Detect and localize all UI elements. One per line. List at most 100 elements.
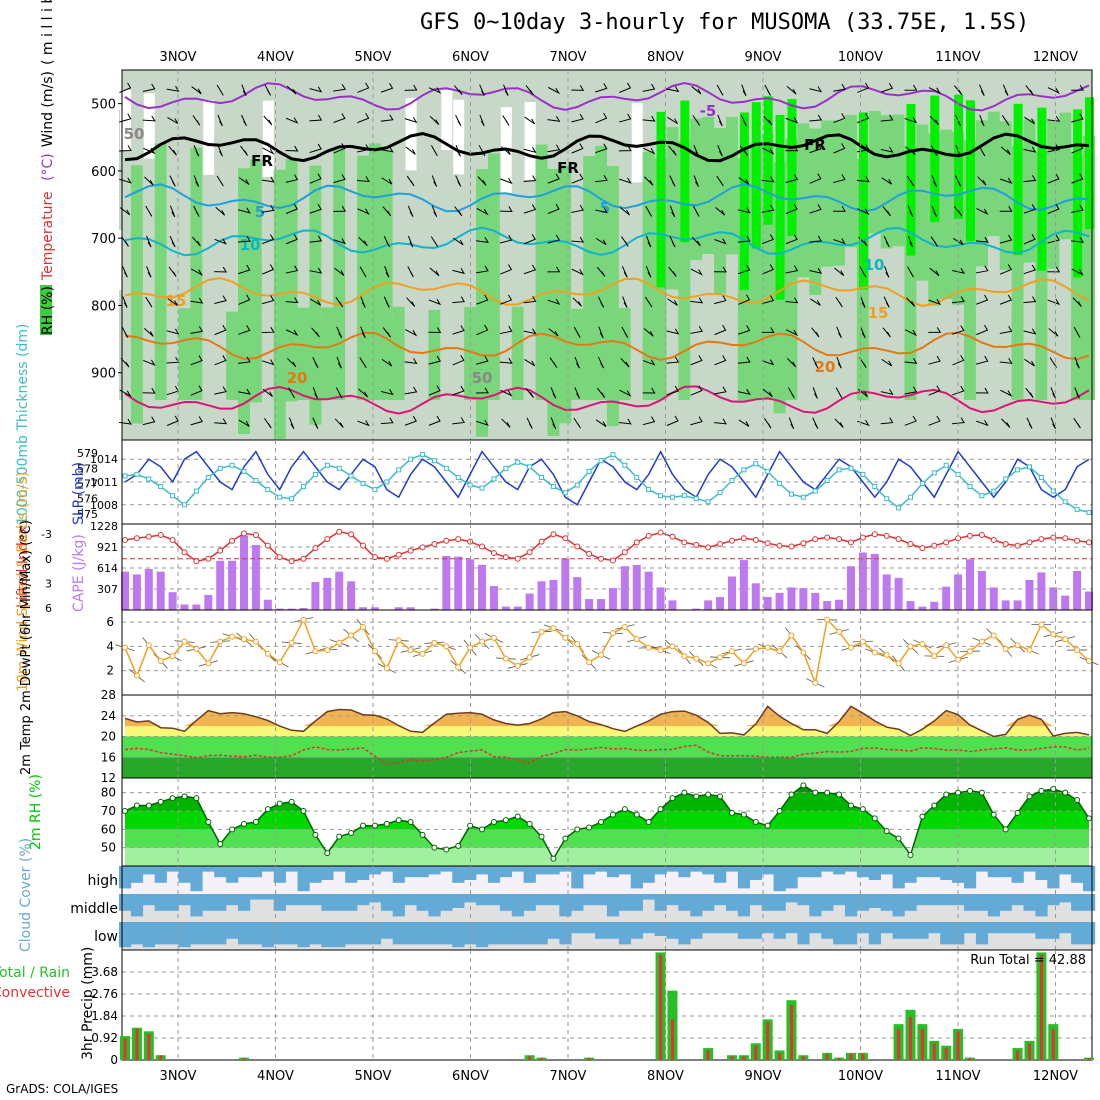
precip-conv-bar: [968, 1058, 972, 1060]
rh2m-line-point: [467, 822, 474, 829]
wind-barb: [523, 204, 537, 214]
cape-bar: [1073, 571, 1082, 610]
wind-barb: [263, 417, 272, 429]
cloud-bar: [1083, 922, 1096, 945]
wind10m-line-point: [966, 648, 973, 655]
cloud-bar: [309, 922, 322, 945]
wind-barb: [118, 145, 132, 152]
wind-barb: [499, 234, 513, 244]
wind-barb: [333, 205, 347, 212]
wind-barb: [261, 176, 275, 183]
cloud-bar: [202, 894, 215, 911]
rh-band: [190, 315, 203, 400]
isotherm-15: [124, 277, 1090, 307]
cloud-bar: [797, 866, 810, 878]
li-line-point: [669, 533, 676, 540]
contour-label: 10: [864, 256, 885, 274]
wind-barb: [1002, 84, 1009, 96]
cape-bar: [894, 577, 903, 610]
wind-barb: [668, 266, 677, 277]
cape-bar: [1013, 600, 1022, 610]
cloud-bar: [916, 894, 929, 906]
rh-band: [773, 324, 786, 400]
li-line-point: [1026, 539, 1033, 546]
wind-barb: [975, 236, 989, 243]
pressure-tick-label: 600: [91, 165, 116, 180]
cloud-bar: [1011, 894, 1024, 906]
rh2m-line-point: [383, 820, 390, 827]
wind10m-line-point: [479, 638, 486, 645]
wind-barb: [618, 177, 632, 184]
cloud-bar: [975, 866, 989, 872]
cape-bar: [1061, 595, 1070, 610]
wind-barb: [217, 144, 223, 157]
rh-band: [345, 129, 358, 298]
wind-barb: [692, 115, 701, 126]
precip-conv-bar: [789, 1005, 793, 1060]
thickness-line-point: [610, 452, 616, 458]
wind-barb: [261, 326, 275, 334]
rh-band: [476, 329, 489, 400]
rh-band: [906, 103, 916, 256]
thickness-line-point: [907, 494, 913, 500]
contour-label: 5: [255, 203, 265, 221]
cape-bar: [930, 601, 939, 610]
rh2m-line-point: [431, 844, 438, 851]
wind-barb: [190, 268, 204, 277]
wind-barb: [264, 84, 272, 96]
rh2m-ylabel: 2m RH (%): [28, 774, 44, 850]
wind-barbs: [118, 82, 1085, 430]
cloud-bar: [297, 894, 310, 906]
cloud-bar: [999, 922, 1012, 934]
temp-tick-label: 16: [101, 750, 116, 764]
cape-bar: [811, 592, 820, 610]
cloud-bar: [392, 866, 405, 883]
cloud-bar: [773, 894, 786, 911]
cloud-bar: [963, 922, 977, 934]
rh2m-line-point: [205, 819, 212, 825]
wind-barb: [619, 207, 630, 216]
wind-barb: [785, 203, 798, 215]
cloud-bar: [821, 866, 834, 872]
li-line-point: [895, 536, 902, 543]
wind10m-line-point: [657, 647, 664, 654]
precip-conv-bar: [587, 1058, 591, 1060]
wind-barb: [431, 175, 438, 187]
cloud-bar: [833, 894, 846, 906]
cloud-bar: [499, 866, 513, 878]
cloud-bar: [856, 866, 870, 878]
thickness-line-point: [146, 476, 152, 482]
pressure-tick-label: 700: [91, 232, 116, 247]
wind-barb: [525, 387, 534, 398]
temp-tick-label: 12: [101, 771, 116, 785]
li-line-point: [443, 537, 450, 544]
wind-barb: [215, 206, 226, 216]
wind-barb: [214, 266, 228, 273]
cloud-bar: [392, 894, 405, 917]
wind-barb: [857, 208, 870, 216]
cloud-bar: [285, 922, 298, 945]
wind-barb: [999, 358, 1013, 364]
li-line-point: [645, 532, 652, 539]
rh2m-line-point: [300, 808, 307, 814]
li-line-point: [181, 549, 188, 556]
rh-band: [202, 296, 215, 400]
contour-label: FR: [804, 136, 826, 154]
li-line-point: [1050, 534, 1057, 541]
wind10m-line-point: [705, 660, 712, 667]
wind-barb: [716, 175, 724, 187]
wind-barb: [499, 206, 513, 212]
rh-band: [904, 313, 917, 400]
cloud-bar: [452, 894, 465, 908]
wind-barb: [1047, 115, 1061, 122]
rh2m-line-point: [931, 802, 938, 809]
wind-barb: [1047, 203, 1060, 215]
wind-barb: [335, 296, 344, 308]
wind-barb: [359, 266, 367, 278]
wind-barb: [905, 146, 916, 155]
wind-barb: [931, 175, 937, 187]
cloud-bar: [1011, 866, 1024, 883]
thickness-line-point: [848, 465, 854, 471]
wind-barb: [428, 355, 442, 365]
cloud-bar: [130, 894, 144, 917]
